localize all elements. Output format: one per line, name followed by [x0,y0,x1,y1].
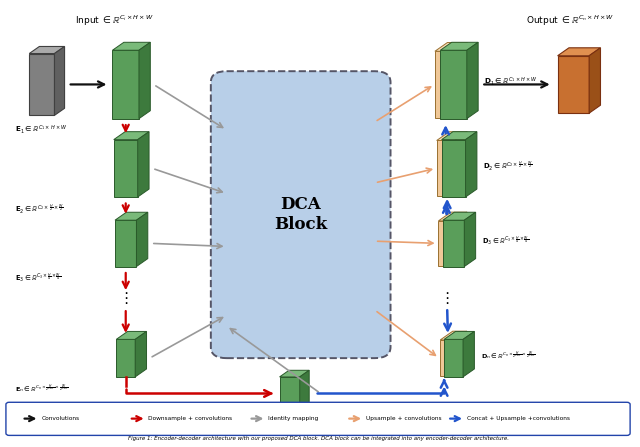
Text: $\mathbf{E}_{n+1} \in \mathbb{R}^{C_{n+1}\times\frac{H}{2^n}\times\frac{W}{2^n}}: $\mathbf{E}_{n+1} \in \mathbb{R}^{C_{n+1… [287,414,348,428]
Polygon shape [139,42,150,118]
Polygon shape [440,340,454,376]
Text: $\mathbf{E}_2 \in \mathbb{R}^{C_2\times\frac{H}{2}\times\frac{W}{2}}$: $\mathbf{E}_2 \in \mathbb{R}^{C_2\times\… [15,202,64,216]
Polygon shape [557,56,589,113]
Polygon shape [54,46,65,115]
Text: Output $\in \mathbb{R}^{C_n\times H\times W}$: Output $\in \mathbb{R}^{C_n\times H\time… [526,14,614,28]
Polygon shape [444,331,474,339]
Polygon shape [463,331,474,377]
Text: ⋮: ⋮ [440,291,455,306]
Polygon shape [115,220,136,266]
Text: Input $\in \mathbb{R}^{C_i\times H\times W}$: Input $\in \mathbb{R}^{C_i\times H\times… [76,14,154,28]
Text: $\mathbf{D}_n \in \mathbb{R}^{C_n\times\frac{H}{2^{n-1}}\times\frac{W}{2^{n-1}}}: $\mathbf{D}_n \in \mathbb{R}^{C_n\times\… [481,350,536,363]
Polygon shape [589,48,600,113]
Polygon shape [138,132,149,197]
Polygon shape [455,42,467,118]
Polygon shape [464,212,476,266]
Polygon shape [465,132,477,197]
FancyBboxPatch shape [211,71,390,358]
Text: Downsample + convolutions: Downsample + convolutions [148,416,232,421]
FancyBboxPatch shape [6,402,630,435]
Text: $\mathbf{E}_1 \in \mathbb{R}^{C_1\times H\times W}$: $\mathbf{E}_1 \in \mathbb{R}^{C_1\times … [15,124,68,136]
Text: Concat + Upsample +convolutions: Concat + Upsample +convolutions [467,416,570,421]
Polygon shape [435,42,467,51]
Polygon shape [116,339,135,377]
Polygon shape [115,212,148,220]
Text: $\mathbf{E}_3 \in \mathbb{R}^{C_3\times\frac{H}{4}\times\frac{W}{4}}$: $\mathbf{E}_3 \in \mathbb{R}^{C_3\times\… [15,272,61,285]
Polygon shape [442,132,477,139]
Polygon shape [135,331,147,377]
Polygon shape [436,140,454,196]
Polygon shape [114,139,138,197]
Polygon shape [454,212,467,266]
Text: $\mathbf{D}_2 \in \mathbb{R}^{C_2\times\frac{H}{2}\times\frac{W}{2}}$: $\mathbf{D}_2 \in \mathbb{R}^{C_2\times\… [483,159,533,173]
Polygon shape [113,50,139,118]
Polygon shape [438,221,454,266]
Polygon shape [29,46,65,54]
Polygon shape [280,377,300,410]
Polygon shape [113,42,150,50]
Text: DCA
Block: DCA Block [274,196,327,233]
Text: Upsample + convolutions: Upsample + convolutions [366,416,442,421]
Text: $\mathbf{E}_n \in \mathbb{R}^{C_n\times\frac{H}{2^{n-1}}\times\frac{W}{2^{n-1}}}: $\mathbf{E}_n \in \mathbb{R}^{C_n\times\… [15,382,69,395]
Text: Identity mapping: Identity mapping [268,416,319,421]
Polygon shape [443,220,464,266]
Polygon shape [444,339,463,377]
Text: Convolutions: Convolutions [41,416,79,421]
Polygon shape [438,212,467,221]
Polygon shape [29,54,54,115]
Polygon shape [467,42,478,118]
Polygon shape [440,50,467,118]
Polygon shape [136,212,148,266]
Polygon shape [300,370,309,410]
Polygon shape [454,132,467,196]
Text: Figure 1: Encoder-decoder architecture with our proposed DCA block. DCA block ca: Figure 1: Encoder-decoder architecture w… [127,436,509,441]
Polygon shape [557,48,600,56]
Polygon shape [442,139,465,197]
Polygon shape [436,132,467,140]
Text: $\mathbf{D}_1 \in \mathbb{R}^{C_1\times H\times W}$: $\mathbf{D}_1 \in \mathbb{R}^{C_1\times … [484,76,538,89]
Polygon shape [435,51,455,118]
Polygon shape [443,212,476,220]
Polygon shape [280,370,309,377]
Polygon shape [114,132,149,139]
Polygon shape [440,42,478,50]
Polygon shape [454,331,467,376]
Text: $\mathbf{D}_3 \in \mathbb{R}^{C_3\times\frac{H}{4}\times\frac{W}{4}}$: $\mathbf{D}_3 \in \mathbb{R}^{C_3\times\… [482,234,529,248]
Text: ⋮: ⋮ [118,291,133,306]
Polygon shape [440,331,467,340]
Polygon shape [116,331,147,339]
